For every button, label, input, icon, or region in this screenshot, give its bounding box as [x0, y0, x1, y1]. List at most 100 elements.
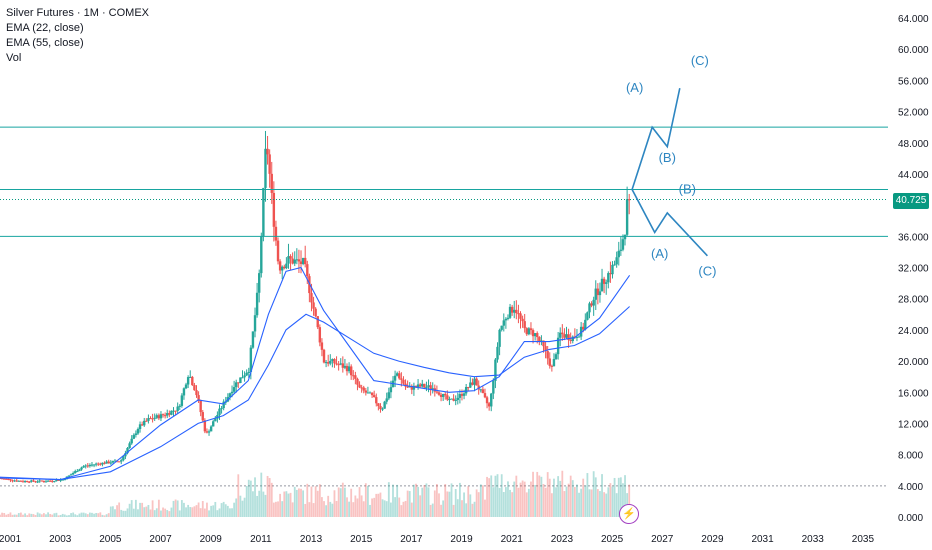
candle-body	[92, 464, 96, 466]
volume-bar	[59, 514, 62, 517]
volume-bar	[385, 501, 388, 517]
candle-body	[136, 429, 140, 434]
candle-body	[435, 391, 439, 393]
candle-body	[521, 318, 524, 322]
candle-body	[584, 319, 587, 330]
candle-body	[38, 480, 41, 482]
candle-body	[588, 303, 591, 313]
wave-label: (B)	[679, 181, 696, 196]
candle-body	[107, 461, 110, 464]
candle-body	[235, 382, 238, 388]
candle-body	[427, 385, 430, 387]
candle-body	[370, 392, 374, 396]
candle-body	[352, 375, 355, 377]
candle-body	[613, 264, 616, 266]
volume-bar	[183, 502, 185, 517]
candle-body	[180, 395, 184, 406]
candle-body	[113, 460, 117, 462]
volume-bar	[40, 514, 43, 517]
volume-bar	[544, 487, 547, 517]
volume-bar	[410, 502, 413, 517]
volume-bar	[402, 501, 405, 517]
candle-body	[163, 415, 167, 417]
volume-bar	[289, 492, 292, 517]
volume-bar	[86, 514, 89, 517]
volume-bar	[362, 501, 365, 517]
x-tick-label: 2011	[250, 534, 272, 545]
volume-bar	[555, 487, 557, 517]
candle-body	[117, 461, 121, 463]
candle-body	[274, 226, 278, 241]
candle-body	[498, 329, 501, 347]
candle-body	[460, 394, 464, 396]
volume-bar	[408, 491, 411, 517]
volume-bar	[590, 489, 593, 517]
volume-bar	[542, 483, 545, 517]
x-tick-label: 2009	[200, 534, 223, 545]
candle-body	[270, 173, 273, 193]
volume-bar	[333, 490, 336, 517]
candle-body	[377, 403, 380, 407]
volume-bar	[400, 505, 403, 517]
candle-body	[299, 261, 303, 265]
volume-bar	[291, 502, 294, 517]
volume-bar	[201, 501, 204, 517]
volume-bar	[137, 509, 139, 517]
candle-body	[387, 392, 391, 399]
volume-bar	[224, 504, 227, 517]
volume-bar	[126, 508, 129, 517]
y-tick-label: 24.000	[898, 326, 929, 337]
volume-bar	[32, 514, 35, 517]
candle-body	[40, 480, 44, 482]
candle-body	[517, 313, 520, 315]
volume-bar	[141, 502, 144, 517]
candle-body	[193, 385, 196, 391]
volume-bar	[628, 484, 631, 517]
volume-bar	[164, 508, 167, 517]
volume-bar	[91, 512, 93, 517]
candle-body	[140, 424, 144, 426]
candle-body	[174, 410, 177, 412]
volume-bar	[550, 493, 553, 517]
ema22-label: EMA (22, close)	[6, 22, 84, 34]
candle-body	[28, 481, 31, 483]
volume-bar	[557, 476, 560, 517]
candle-body	[155, 415, 158, 418]
y-tick-label: 20.000	[898, 357, 929, 368]
volume-bar	[28, 513, 31, 517]
candle-body	[84, 465, 87, 467]
volume-bar	[264, 494, 267, 517]
candle-body	[594, 288, 597, 300]
candle-body	[559, 332, 562, 338]
flash-icon[interactable]: ⚡	[619, 504, 639, 524]
candle-body	[617, 250, 620, 258]
volume-bar	[226, 505, 229, 517]
candle-body	[322, 349, 326, 363]
volume-bar	[70, 513, 72, 517]
volume-bar	[421, 487, 424, 517]
volume-bar	[76, 515, 79, 517]
volume-bar	[65, 515, 68, 517]
candle-body	[598, 291, 602, 296]
candle-body	[197, 395, 200, 401]
volume-bar	[586, 473, 589, 517]
volume-bar	[47, 512, 49, 517]
candle-body	[278, 261, 282, 271]
volume-bar	[578, 492, 580, 517]
candle-body	[540, 340, 543, 342]
candle-body	[487, 403, 491, 407]
candle-body	[531, 330, 535, 337]
volume-bar	[325, 505, 328, 517]
volume-bar	[170, 507, 173, 517]
candle-body	[515, 309, 518, 314]
candle-body	[345, 365, 349, 372]
y-tick-label: 0.000	[898, 513, 923, 524]
candle-body	[383, 401, 386, 409]
volume-bar	[465, 503, 468, 517]
volume-bar	[504, 487, 507, 517]
candle-body	[63, 479, 67, 481]
volume-bar	[13, 514, 16, 517]
volume-bar	[609, 483, 612, 517]
volume-bar	[484, 499, 486, 517]
